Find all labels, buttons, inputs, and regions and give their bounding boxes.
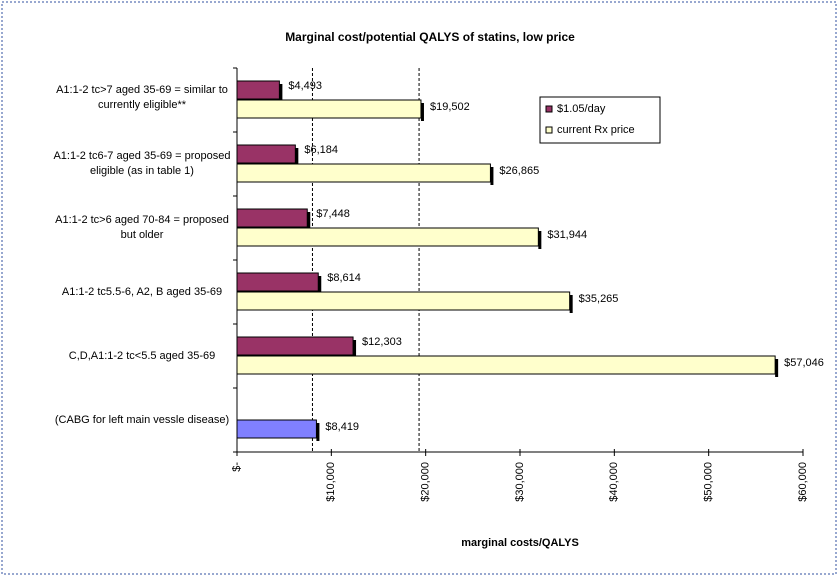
legend-label: $1.05/day	[557, 103, 606, 115]
data-label: $12,303	[362, 336, 402, 348]
data-label: $19,502	[430, 101, 470, 113]
bar	[236, 272, 319, 292]
data-label: $57,046	[784, 357, 824, 369]
data-label: $26,865	[499, 165, 539, 177]
legend-marker	[545, 105, 553, 113]
y-tick-label: A1:1-2 tc6-7 aged 35-69 = proposed eligi…	[53, 150, 231, 177]
x-tick-label: $20,000	[420, 462, 432, 502]
data-label: $31,944	[547, 229, 587, 241]
y-tick-label: A1:1-2 tc5.5-6, A2, B aged 35-69	[61, 285, 223, 298]
x-tick-label: $10,000	[325, 462, 337, 502]
data-label: $4,493	[288, 80, 322, 92]
bar	[236, 419, 317, 439]
bar-shadow	[775, 359, 779, 377]
bar-shadow	[307, 212, 311, 230]
bar	[236, 355, 776, 375]
bar-shadow	[353, 340, 357, 358]
data-label: $7,448	[316, 208, 350, 220]
data-label: $8,614	[327, 272, 361, 284]
y-tick-label: A1:1-2 tc>7 aged 35-69 = similar to curr…	[56, 84, 228, 111]
legend-box	[539, 96, 661, 144]
bar-shadow	[569, 295, 573, 313]
bar	[236, 227, 539, 247]
x-axis-title: marginal costs/QALYS	[461, 537, 579, 549]
data-label: $8,419	[325, 421, 359, 433]
x-tick-label: $40,000	[608, 462, 620, 502]
x-tick-label: $60,000	[797, 462, 809, 502]
bar	[236, 208, 308, 228]
bar	[236, 99, 422, 119]
bar-shadow	[490, 167, 494, 185]
bar	[236, 291, 571, 311]
bar	[236, 336, 354, 356]
bar-shadow	[538, 231, 542, 249]
bar-shadow	[295, 148, 299, 166]
x-tick-label: $50,000	[703, 462, 715, 502]
bar-shadow	[279, 84, 283, 102]
x-tick-label: $-	[231, 462, 243, 472]
bar-shadow	[420, 103, 424, 121]
y-tick-label: (CABG for left main vessle disease)	[54, 413, 230, 426]
bar-shadow	[316, 423, 320, 441]
data-label: $6,184	[304, 144, 338, 156]
legend-marker	[545, 126, 553, 134]
y-tick-label: C,D,A1:1-2 tc<5.5 aged 35-69	[68, 349, 216, 362]
y-tick-label: A1:1-2 tc>6 aged 70-84 = proposed but ol…	[55, 214, 229, 241]
chart-title: Marginal cost/potential QALYS of statins…	[285, 30, 575, 44]
bar	[236, 144, 296, 164]
bar-shadow	[318, 276, 322, 294]
data-label: $35,265	[579, 293, 619, 305]
bar	[236, 80, 280, 100]
x-tick-label: $30,000	[514, 462, 526, 502]
legend-label: current Rx price	[557, 124, 635, 136]
bar	[236, 163, 491, 183]
